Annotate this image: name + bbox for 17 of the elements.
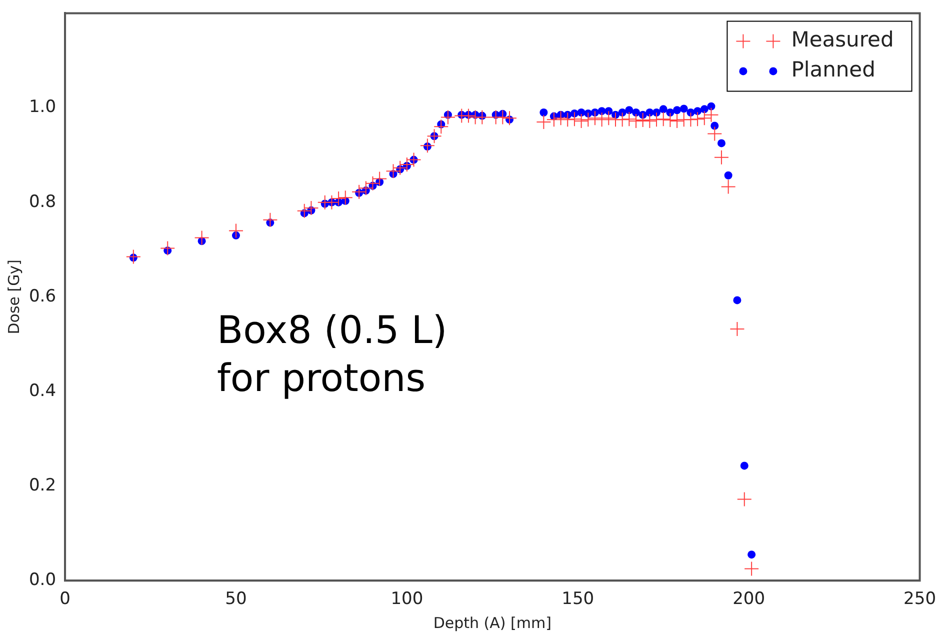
x-tick-label: 50: [225, 589, 247, 610]
x-tick-label: 150: [562, 589, 594, 610]
y-tick-label: 0.0: [28, 570, 56, 590]
y-tick-label: 1.0: [28, 97, 56, 118]
y-axis-title: Dose [Gy]: [4, 260, 23, 334]
x-tick-label: 200: [732, 589, 766, 610]
x-tick-label: 250: [904, 589, 936, 610]
x-tick-label: 100: [390, 589, 424, 610]
y-tick-label: 0.2: [28, 475, 56, 496]
legend-label: Planned: [791, 58, 876, 82]
legend-label: Measured: [791, 28, 894, 52]
x-tick-label: 0: [60, 589, 70, 610]
annotation: Box8 (0.5 L) for protons: [217, 308, 448, 400]
x-axis-title: Depth (A) [mm]: [433, 614, 552, 632]
y-tick-label: 0.8: [28, 192, 56, 212]
y-tick-label: 0.4: [28, 380, 56, 401]
y-tick-label: 0.6: [28, 286, 56, 306]
